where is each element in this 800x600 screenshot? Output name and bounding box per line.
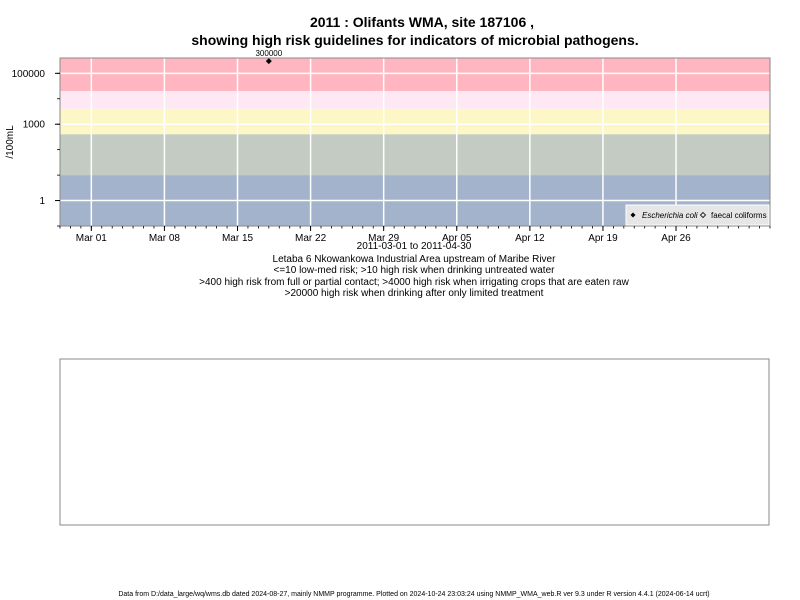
y-tick-label: 100000 [12, 69, 46, 80]
legend-box [625, 204, 770, 226]
risk-band-2 [60, 108, 770, 135]
footer-note: Data from D:/data_large/wq/wms.db dated … [118, 591, 709, 598]
y-tick-label: 1 [39, 196, 45, 207]
x-tick-label: Mar 29 [368, 233, 400, 244]
data-point-ecoli [265, 58, 272, 65]
x-tick-label: Mar 22 [295, 233, 327, 244]
x-tick-label: Apr 05 [442, 233, 472, 244]
y-tick-label: 1000 [23, 120, 46, 131]
chart-title-line2: showing high risk guidelines for indicat… [191, 32, 638, 48]
x-tick-label: Mar 15 [222, 233, 254, 244]
data-label: 300000 [255, 49, 282, 58]
x-axis-label: 2011-03-01 to 2011-04-30 [357, 241, 472, 252]
legend-open-diamond-icon [699, 211, 707, 219]
x-tick-label: Apr 19 [588, 233, 618, 244]
x-tick-label: Mar 08 [149, 233, 181, 244]
legend-filled-diamond-icon [630, 212, 636, 218]
chart-title-line1: 2011 : Olifants WMA, site 187106 , [310, 14, 534, 30]
x-tick-label: Apr 26 [661, 233, 691, 244]
legend-label-faecal: faecal coliforms [711, 211, 767, 220]
risk-band-1 [60, 91, 770, 109]
plot-panel-lower [59, 358, 770, 526]
legend-label-ecoli: Escherichia coli [642, 211, 698, 220]
caption-line-4: >20000 high risk when drinking after onl… [285, 288, 544, 299]
caption-line-3: >400 high risk from full or partial cont… [199, 277, 629, 288]
legend: Escherichia coli faecal coliforms [625, 204, 770, 226]
x-tick-label: Apr 12 [515, 233, 545, 244]
x-tick-label: Mar 01 [76, 233, 108, 244]
caption-line-2: <=10 low-med risk; >10 high risk when dr… [274, 265, 556, 276]
y-axis-label: /100mL [5, 125, 16, 159]
risk-band-3 [60, 134, 770, 176]
caption-line-1: Letaba 6 Nkowankowa Industrial Area upst… [273, 254, 557, 265]
risk-band-0 [60, 58, 770, 92]
